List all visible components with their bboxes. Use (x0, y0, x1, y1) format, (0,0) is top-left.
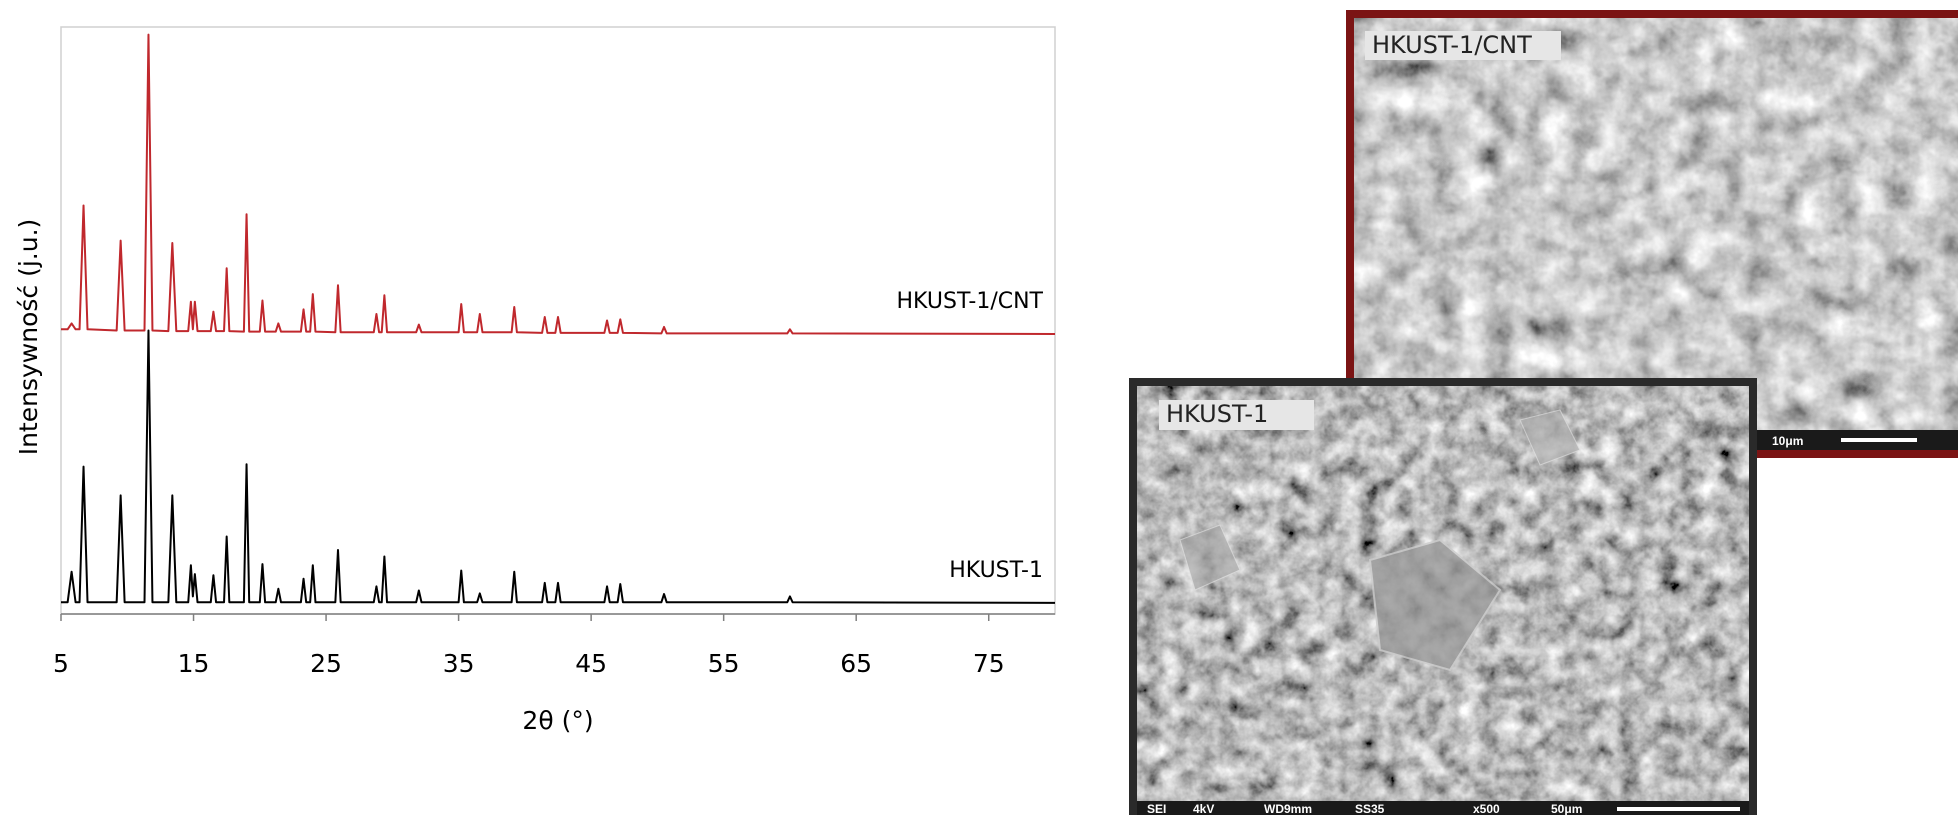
series-label: HKUST-1/CNT (897, 289, 1044, 314)
y-axis-label: Intensywność (j.u.) (14, 219, 43, 456)
sem-info-text: WD9mm (1264, 802, 1312, 815)
sem-info-text: 4kV (1193, 802, 1214, 815)
x-tick-label: 45 (575, 649, 607, 678)
x-tick-label: 55 (708, 649, 740, 678)
x-tick-label: 25 (310, 649, 342, 678)
x-axis-label: 2θ (°) (522, 706, 593, 735)
x-tick-label: 15 (178, 649, 210, 678)
sem-info-text: SS35 (1355, 802, 1385, 815)
figure: HKUST-1/CNT 10μm HKUST-1 SEI 4kV WD9mm SS35… (0, 0, 1958, 815)
sem-info-text: 50μm (1551, 802, 1582, 815)
sem-info-text: SEI (1147, 802, 1166, 815)
series-line (61, 330, 1055, 602)
image-label: HKUST-1/CNT (1372, 31, 1532, 59)
x-tick-label: 35 (443, 649, 475, 678)
sem-image-hkust: HKUST-1 SEI 4kV WD9mm SS35 x500 50μm (1129, 378, 1757, 815)
series-label: HKUST-1 (949, 558, 1043, 583)
x-tick-label: 75 (973, 649, 1005, 678)
image-label: HKUST-1 (1166, 400, 1268, 428)
xrd-chart: 2θ (°) Intensywność (j.u.) 5 15 25 35 45 55 65… (14, 27, 1055, 735)
x-tick-label: 65 (840, 649, 872, 678)
scale-text: 10μm (1772, 434, 1803, 448)
x-tick-label: 5 (53, 649, 69, 678)
sem-info-text: x500 (1473, 802, 1500, 815)
